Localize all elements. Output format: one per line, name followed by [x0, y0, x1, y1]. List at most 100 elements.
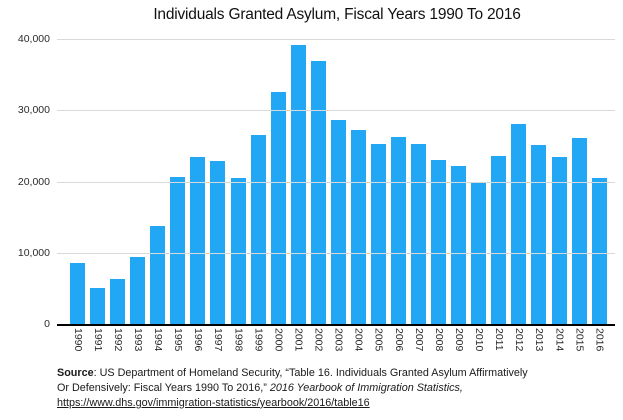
x-tick-cell-2016: 2016 [592, 328, 607, 351]
y-tick-label-30,000: 30,000 [17, 104, 50, 117]
source-text-1: : US Department of Homeland Security, “T… [93, 367, 528, 379]
x-tick-cell-2013: 2013 [531, 328, 546, 351]
bar-1992 [110, 279, 126, 324]
source-line-3: https://www.dhs.gov/immigration-statisti… [57, 396, 602, 411]
bar-2008 [431, 160, 447, 324]
x-tick-cell-2007: 2007 [411, 328, 426, 351]
x-tick-cell-2008: 2008 [431, 328, 446, 351]
bar-1993 [130, 257, 146, 324]
x-tick-label-2012: 2012 [513, 328, 526, 352]
bar-1994 [150, 225, 166, 324]
x-tick-label-2009: 2009 [452, 328, 465, 352]
bar-2001 [290, 44, 306, 324]
x-tick-cell-2001: 2001 [291, 328, 306, 351]
bar-2014 [551, 157, 567, 324]
x-tick-cell-2000: 2000 [271, 328, 286, 351]
y-axis: 0 10,000 20,000 30,000 40,000 [0, 33, 50, 330]
y-tick-label-40,000: 40,000 [17, 33, 50, 45]
bar-2000 [270, 92, 286, 324]
x-tick-label-1999: 1999 [252, 328, 265, 352]
bar-2005 [370, 143, 386, 324]
source-line-2: Or Defensively: Fiscal Years 1990 To 201… [57, 381, 602, 396]
x-tick-cell-2014: 2014 [552, 328, 567, 351]
source-publication: 2016 Yearbook of Immigration Statistics, [269, 381, 463, 394]
x-tick-label-2004: 2004 [352, 328, 365, 352]
x-tick-cell-1990: 1990 [70, 328, 85, 351]
plot-area [57, 39, 615, 326]
bar-2007 [411, 143, 427, 324]
x-tick-cell-1998: 1998 [231, 328, 246, 351]
x-tick-cell-1997: 1997 [210, 328, 225, 351]
x-tick-label-2008: 2008 [432, 328, 445, 352]
x-tick-label-1998: 1998 [232, 328, 245, 352]
source-note: Source: US Department of Homeland Securi… [57, 366, 602, 411]
x-tick-label-2014: 2014 [553, 328, 566, 352]
source-text-2: Or Defensively: Fiscal Years 1990 To 201… [57, 381, 270, 394]
x-tick-cell-2006: 2006 [391, 328, 406, 351]
x-tick-label-1991: 1991 [91, 328, 104, 352]
x-tick-label-2011: 2011 [493, 328, 506, 351]
x-tick-cell-1996: 1996 [190, 328, 205, 351]
x-tick-label-1990: 1990 [71, 328, 84, 352]
x-tick-cell-2003: 2003 [331, 328, 346, 351]
bar-1997 [210, 160, 226, 324]
x-tick-label-1996: 1996 [192, 328, 205, 352]
bar-1995 [170, 176, 186, 324]
x-tick-label-2006: 2006 [392, 328, 405, 352]
x-tick-label-1997: 1997 [212, 328, 225, 352]
x-tick-cell-2004: 2004 [351, 328, 366, 351]
x-tick-cell-2015: 2015 [572, 328, 587, 351]
gridline-40,000 [57, 39, 615, 40]
bar-1996 [190, 156, 206, 324]
x-tick-label-2007: 2007 [412, 328, 425, 352]
bar-2006 [391, 136, 406, 324]
chart-title: Individuals Granted Asylum, Fiscal Years… [153, 6, 521, 23]
x-tick-label-1994: 1994 [152, 328, 164, 352]
x-tick-cell-1993: 1993 [130, 328, 145, 351]
bar-1999 [250, 135, 266, 324]
x-tick-cell-2011: 2011 [491, 328, 506, 351]
x-tick-label-2001: 2001 [292, 328, 305, 352]
source-label: Source [57, 367, 94, 379]
x-tick-label-1995: 1995 [172, 328, 185, 352]
x-tick-cell-2009: 2009 [451, 328, 466, 351]
x-tick-label-2016: 2016 [593, 328, 606, 352]
x-tick-cell-2005: 2005 [371, 328, 386, 351]
x-axis: 1990 1991 1992 1993 1994 1995 1996 1997 1998 1999… [57, 328, 615, 351]
bar-2015 [571, 138, 587, 324]
x-tick-label-2005: 2005 [372, 328, 385, 352]
x-tick-cell-2012: 2012 [511, 328, 526, 351]
x-tick-label-2000: 2000 [272, 328, 285, 352]
gridline-30,000 [57, 110, 615, 112]
x-tick-cell-1999: 1999 [251, 328, 266, 351]
bar-2003 [330, 119, 346, 324]
x-tick-label-2010: 2010 [473, 328, 485, 352]
bar-2011 [491, 155, 507, 324]
x-tick-cell-2002: 2002 [311, 328, 326, 351]
bar-2013 [531, 145, 547, 324]
gridline-20,000 [57, 181, 615, 183]
x-tick-label-2002: 2002 [312, 328, 325, 352]
x-tick-cell-2010: 2010 [471, 328, 486, 351]
x-tick-label-1993: 1993 [131, 328, 144, 352]
y-tick-label-0: 0 [44, 318, 50, 330]
bar-2002 [310, 61, 326, 324]
bar-2004 [350, 129, 366, 324]
x-tick-label-2013: 2013 [533, 328, 546, 352]
x-tick-label-1992: 1992 [111, 328, 124, 352]
source-url-link[interactable]: https://www.dhs.gov/immigration-statisti… [57, 396, 370, 409]
y-tick-label-20,000: 20,000 [17, 175, 50, 188]
x-tick-cell-1992: 1992 [110, 328, 125, 351]
x-tick-label-2003: 2003 [332, 328, 345, 352]
x-tick-cell-1991: 1991 [90, 328, 105, 351]
x-tick-label-2015: 2015 [573, 328, 586, 352]
bar-1990 [70, 263, 85, 324]
bar-2009 [451, 165, 467, 324]
x-tick-cell-1995: 1995 [170, 328, 185, 351]
bar-2016 [591, 177, 607, 324]
bar-1998 [230, 177, 246, 324]
gridline-10,000 [57, 252, 615, 254]
bar-1991 [90, 288, 106, 324]
y-tick-label-10,000: 10,000 [17, 246, 50, 259]
